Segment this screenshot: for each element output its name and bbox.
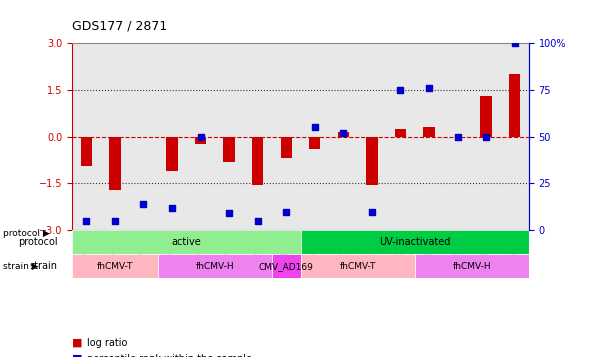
FancyBboxPatch shape (415, 254, 529, 278)
Text: GDS177 / 2871: GDS177 / 2871 (72, 19, 167, 32)
Text: log ratio: log ratio (87, 338, 127, 348)
Text: strain: strain (30, 261, 58, 271)
Point (281, 208, 291, 214)
Point (224, 211, 234, 216)
FancyBboxPatch shape (300, 254, 415, 278)
Bar (109, 137, 121, 190)
Text: fhCMV-H: fhCMV-H (453, 262, 491, 271)
FancyBboxPatch shape (157, 254, 272, 278)
Point (310, 124, 320, 130)
Bar (480, 96, 492, 137)
Point (110, 218, 120, 224)
Text: active: active (171, 237, 201, 247)
Bar (166, 137, 178, 171)
Text: fhCMV-T: fhCMV-T (340, 262, 376, 271)
Point (167, 205, 177, 211)
Bar (509, 74, 520, 137)
FancyBboxPatch shape (272, 254, 300, 278)
FancyBboxPatch shape (72, 254, 157, 278)
Bar (309, 137, 320, 149)
Text: protocol: protocol (18, 237, 58, 247)
Point (82, 218, 91, 224)
Point (510, 40, 519, 46)
Text: protocol ▶: protocol ▶ (3, 229, 50, 238)
Bar (224, 137, 235, 161)
Point (395, 87, 405, 92)
Text: CMV_AD169: CMV_AD169 (259, 262, 314, 271)
Bar (423, 127, 435, 137)
Bar (252, 137, 263, 185)
Bar (338, 132, 349, 137)
FancyBboxPatch shape (300, 230, 529, 254)
Text: UV-inactivated: UV-inactivated (379, 237, 450, 247)
Bar (281, 137, 292, 159)
Bar (395, 129, 406, 137)
Text: ■: ■ (72, 338, 82, 348)
Bar (81, 137, 92, 166)
Text: fhCMV-T: fhCMV-T (97, 262, 133, 271)
Point (139, 201, 148, 207)
Text: percentile rank within the sample: percentile rank within the sample (87, 354, 252, 357)
Point (424, 85, 434, 91)
Text: fhCMV-H: fhCMV-H (195, 262, 234, 271)
Point (367, 208, 377, 214)
Point (481, 134, 491, 140)
Text: strain ▶: strain ▶ (3, 261, 38, 271)
Point (196, 134, 206, 140)
Bar (195, 137, 206, 144)
Point (338, 130, 348, 136)
Point (253, 218, 263, 224)
FancyBboxPatch shape (72, 230, 300, 254)
Point (453, 134, 462, 140)
Text: ■: ■ (72, 354, 82, 357)
Bar (366, 137, 377, 185)
